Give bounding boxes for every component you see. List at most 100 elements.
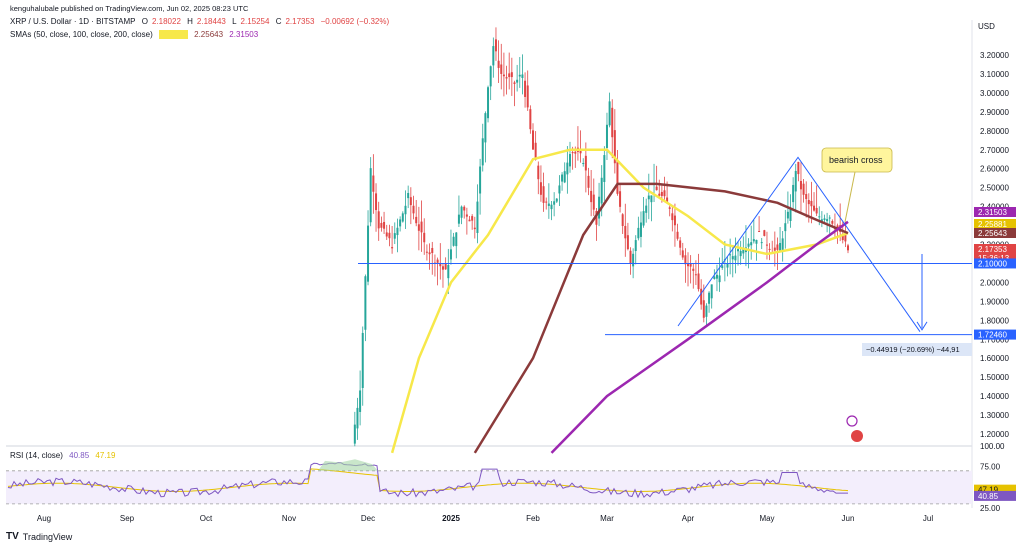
candle-body xyxy=(802,183,805,195)
candle-body xyxy=(539,182,542,195)
candle-body xyxy=(713,276,716,279)
candle-body xyxy=(687,264,690,267)
price-tick-label: 1.30000 xyxy=(980,411,1009,420)
candle-body xyxy=(436,259,439,263)
candle-body xyxy=(663,190,666,197)
price-tag-label: 1.72460 xyxy=(978,331,1007,340)
price-tick-label: 1.90000 xyxy=(980,297,1009,306)
price-tick-label: 2.70000 xyxy=(980,146,1009,155)
time-tick-label: Dec xyxy=(361,514,375,523)
price-tick-label: 1.40000 xyxy=(980,392,1009,401)
candle-body xyxy=(396,227,399,236)
candle-body xyxy=(734,255,737,261)
candle-body xyxy=(666,197,669,202)
candle-body xyxy=(385,232,388,237)
candle-body xyxy=(563,171,566,183)
candle-body xyxy=(752,239,755,242)
candle-body xyxy=(561,174,564,182)
time-tick-label: May xyxy=(759,514,774,523)
candle-body xyxy=(718,275,721,283)
candle-body xyxy=(737,249,740,252)
candle-body xyxy=(542,186,545,203)
candle-body xyxy=(468,219,471,222)
sma50-line xyxy=(390,148,849,454)
candle-body xyxy=(616,160,619,194)
candle-body xyxy=(471,216,474,221)
time-tick-label: Jul xyxy=(923,514,933,523)
sma-legend[interactable]: SMAs (50, close, 100, close, 200, close)… xyxy=(10,30,262,39)
time-axis: Aug Sep Oct Nov Dec 2025 Feb Mar Apr May Jun Jul xyxy=(37,514,933,523)
candle-body xyxy=(404,205,407,215)
candle-body xyxy=(831,220,834,224)
bearish-cross-label: bearish cross xyxy=(829,155,883,165)
rsi-tick-label: 75.00 xyxy=(980,463,1001,472)
candle-body xyxy=(428,252,431,255)
candle-body xyxy=(439,262,442,267)
candle-body xyxy=(510,72,513,78)
candle-body xyxy=(681,250,684,258)
candle-body xyxy=(369,168,372,223)
candle-body xyxy=(603,155,606,182)
candle-body xyxy=(590,190,593,203)
candle-body xyxy=(765,244,768,246)
candle-body xyxy=(794,170,797,192)
candle-body xyxy=(742,248,745,254)
candle-body xyxy=(700,288,703,305)
candle-body xyxy=(529,109,532,130)
candle-body xyxy=(383,221,386,229)
candle-body xyxy=(632,253,635,267)
candle-body xyxy=(412,205,415,214)
candle-body xyxy=(566,162,569,175)
candle-body xyxy=(731,256,734,260)
candle-body xyxy=(481,138,484,166)
price-tag-label: 2.25643 xyxy=(978,229,1007,238)
candle-body xyxy=(423,232,426,243)
price-tag-bg xyxy=(974,219,1016,229)
price-tick-label: 1.50000 xyxy=(980,373,1009,382)
time-tick-label: Feb xyxy=(526,514,540,523)
candle-body xyxy=(671,213,674,221)
candle-body xyxy=(773,247,776,251)
tradingview-footer[interactable]: TV TradingView xyxy=(6,531,72,542)
candle-body xyxy=(660,191,663,196)
candle-body xyxy=(364,276,367,330)
candle-body xyxy=(505,77,508,79)
candle-body xyxy=(526,85,529,108)
candle-body xyxy=(452,236,455,246)
alert-icon xyxy=(846,415,858,427)
symbol-name[interactable]: XRP / U.S. Dollar · 1D · BITSTAMP xyxy=(10,17,136,26)
candle-body xyxy=(708,292,711,304)
candle-body xyxy=(781,238,784,251)
candle-body xyxy=(658,193,661,196)
candle-body xyxy=(647,195,650,200)
price-tick-label: 2.50000 xyxy=(980,184,1009,193)
candle-body xyxy=(431,248,434,254)
candle-body xyxy=(465,214,468,217)
candle-body xyxy=(524,80,527,97)
candle-body xyxy=(513,82,516,84)
measure-arrow-head xyxy=(916,321,928,331)
candle-body xyxy=(587,175,590,188)
candle-body xyxy=(611,107,614,138)
candle-body xyxy=(359,390,362,412)
candle-body xyxy=(447,265,450,279)
candle-body xyxy=(805,194,808,200)
candle-body xyxy=(715,274,718,279)
rsi-legend[interactable]: RSI (14, close) 40.85 47.19 xyxy=(10,451,119,460)
candle-body xyxy=(425,251,428,253)
candle-body xyxy=(417,224,420,231)
candle-body xyxy=(558,185,561,194)
measure-box xyxy=(862,343,972,356)
candle-body xyxy=(779,242,782,252)
candle-body xyxy=(361,332,364,388)
price-tag-bg xyxy=(974,329,1016,340)
candle-body xyxy=(729,254,732,256)
candle-body xyxy=(356,407,359,429)
measure-label: −0.44919 (−20.69%) −44,91 xyxy=(866,345,960,354)
candle-body xyxy=(441,266,444,270)
candle-body xyxy=(449,249,452,260)
price-tick-label: 1.70000 xyxy=(980,335,1009,344)
candle-body xyxy=(721,265,724,268)
candle-body xyxy=(380,222,383,228)
